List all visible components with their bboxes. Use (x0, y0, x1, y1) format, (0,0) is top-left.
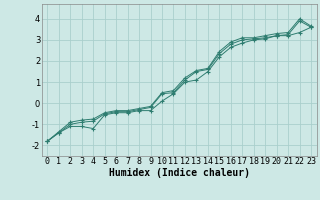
X-axis label: Humidex (Indice chaleur): Humidex (Indice chaleur) (109, 168, 250, 178)
